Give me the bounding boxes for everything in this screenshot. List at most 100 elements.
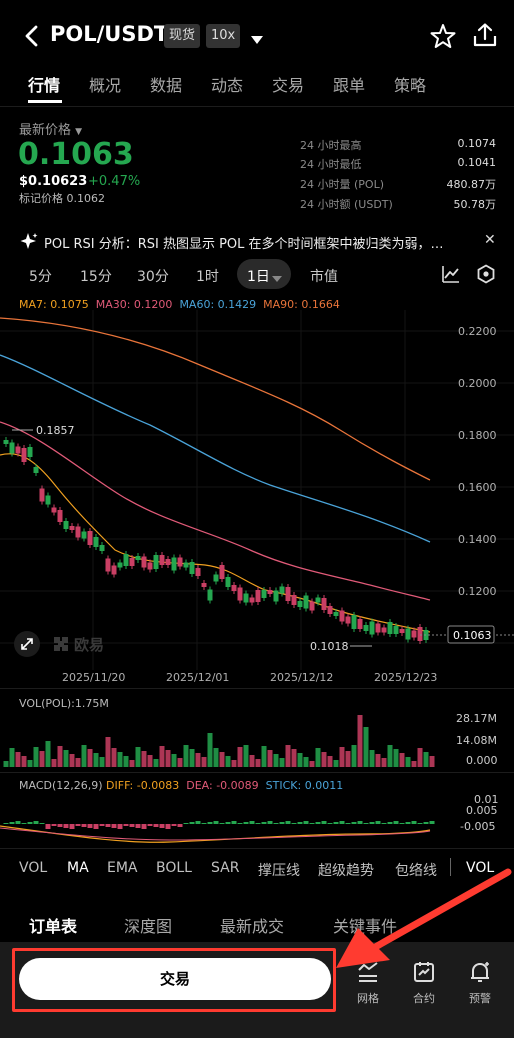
volume-label: VOL(POL):1.75M: [19, 697, 109, 710]
candle: [171, 557, 177, 571]
macd-bar: [159, 824, 165, 828]
candle: [45, 495, 51, 505]
volume-bar: [63, 750, 69, 767]
volume-bar: [423, 752, 429, 767]
tab-key-events[interactable]: 关键事件: [333, 917, 398, 936]
macd-bar: [423, 822, 429, 824]
volume-bar: [87, 749, 93, 767]
chart-settings-icon[interactable]: [476, 264, 496, 288]
divider: [0, 106, 514, 107]
candle: [291, 595, 297, 605]
tab-recent-trades[interactable]: 最新成交: [220, 917, 285, 936]
tab-orderbook[interactable]: 订单表: [29, 917, 78, 936]
volume-bar: [255, 759, 261, 767]
macd-bar: [63, 824, 69, 828]
volume-bar: [291, 749, 297, 767]
grid-bot-icon[interactable]: [356, 960, 380, 988]
volume-bar: [363, 727, 369, 767]
timeframe-1d[interactable]: 1日: [247, 269, 270, 285]
back-icon[interactable]: [22, 24, 42, 48]
macd-bar: [309, 823, 315, 824]
candle: [297, 601, 303, 607]
indicator-sar[interactable]: SAR: [211, 860, 240, 876]
indicator-envelope[interactable]: 包络线: [395, 863, 437, 879]
timeframe-5m[interactable]: 5分: [29, 269, 52, 285]
last-price: 0.1063: [18, 137, 134, 172]
tab-data[interactable]: 数据: [150, 76, 183, 95]
tab-depth[interactable]: 深度图: [124, 917, 173, 936]
timeframe-15m[interactable]: 15分: [80, 269, 112, 285]
macd-bar: [279, 822, 285, 824]
timeframe-1h[interactable]: 1时: [196, 269, 219, 285]
pair-title[interactable]: POL/USDT: [50, 22, 169, 46]
ma60-label: MA60: 0.1429: [179, 298, 257, 311]
candle: [411, 630, 417, 638]
macd-bar: [51, 824, 57, 826]
current-price-tag-text: 0.1063: [453, 629, 492, 642]
macd-stick: STICK: 0.0011: [265, 779, 344, 792]
contract-icon[interactable]: [412, 960, 436, 988]
macd-bar: [105, 824, 111, 827]
timeframe-30m[interactable]: 30分: [137, 269, 169, 285]
volume-bar: [399, 753, 405, 767]
tab-feed[interactable]: 动态: [211, 76, 244, 95]
expand-icon[interactable]: [14, 631, 40, 657]
candle: [387, 622, 393, 634]
volume-bar: [369, 750, 375, 767]
macd-bar: [417, 823, 423, 824]
indicator-settings-icon[interactable]: [441, 264, 461, 288]
price-label[interactable]: 最新价格 ▼: [19, 123, 83, 138]
macd-bar: [381, 823, 387, 824]
volume-bar: [195, 753, 201, 767]
macd-bar: [333, 822, 339, 824]
share-icon[interactable]: [472, 22, 498, 52]
stat-high-value: 0.1074: [457, 137, 497, 150]
indicator-vol[interactable]: VOL: [19, 860, 48, 876]
volume-bar: [123, 756, 129, 767]
macd-bar: [291, 823, 297, 824]
date-axis: 2025/11/20 2025/12/01 2025/12/12 2025/12…: [62, 671, 437, 684]
volume-bar: [309, 761, 315, 767]
macd-bar: [111, 824, 117, 828]
news-ticker[interactable]: POL RSI 分析：RSI 热图显示 POL 在多个时间框架中被归类为弱，…: [44, 237, 444, 252]
tab-copy[interactable]: 跟单: [333, 76, 366, 95]
stat-low-label: 24 小时最低: [300, 158, 362, 171]
close-icon[interactable]: ✕: [484, 232, 496, 248]
candle: [159, 555, 165, 565]
price-chart[interactable]: 0.1857 0.1018 0.2200 0.2000 0.1800 0.160…: [0, 310, 514, 690]
indicator-ma[interactable]: MA: [67, 860, 89, 876]
indicator-support-resistance[interactable]: 撑压线: [258, 863, 300, 879]
grid-label[interactable]: 网格: [357, 992, 379, 1005]
volume-bar: [57, 746, 63, 767]
volume-bar: [135, 747, 141, 767]
star-icon[interactable]: [430, 23, 456, 53]
volume-bar: [189, 749, 195, 767]
ma90-line: [0, 317, 431, 481]
indicator-vol-sub[interactable]: VOL: [466, 860, 495, 876]
tab-strategy[interactable]: 策略: [394, 76, 427, 95]
volume-tick: 28.17M: [456, 712, 497, 725]
volume-bar: [75, 758, 81, 767]
candle: [99, 545, 105, 551]
caret-down-icon[interactable]: [250, 30, 264, 49]
indicator-supertrend[interactable]: 超级趋势: [318, 863, 374, 879]
indicator-ema[interactable]: EMA: [107, 860, 138, 876]
contract-label[interactable]: 合约: [413, 992, 435, 1005]
indicator-boll[interactable]: BOLL: [156, 860, 192, 876]
alert-label[interactable]: 预警: [469, 992, 491, 1005]
tab-market[interactable]: 行情: [28, 76, 61, 95]
volume-bar: [375, 754, 381, 767]
tab-overview[interactable]: 概况: [89, 76, 122, 95]
volume-bar: [93, 753, 99, 767]
bell-icon[interactable]: [468, 960, 492, 988]
current-price-tag: [447, 625, 495, 644]
volume-bar: [405, 757, 411, 767]
macd-bar: [261, 822, 267, 824]
timeframe-market-cap[interactable]: 市值: [310, 269, 338, 285]
date-tick: 2025/12/01: [166, 671, 229, 684]
volume-bar: [81, 745, 87, 767]
tab-trade[interactable]: 交易: [272, 76, 305, 95]
candle: [75, 526, 81, 538]
candle: [261, 590, 267, 598]
trade-button[interactable]: 交易: [19, 958, 331, 1000]
